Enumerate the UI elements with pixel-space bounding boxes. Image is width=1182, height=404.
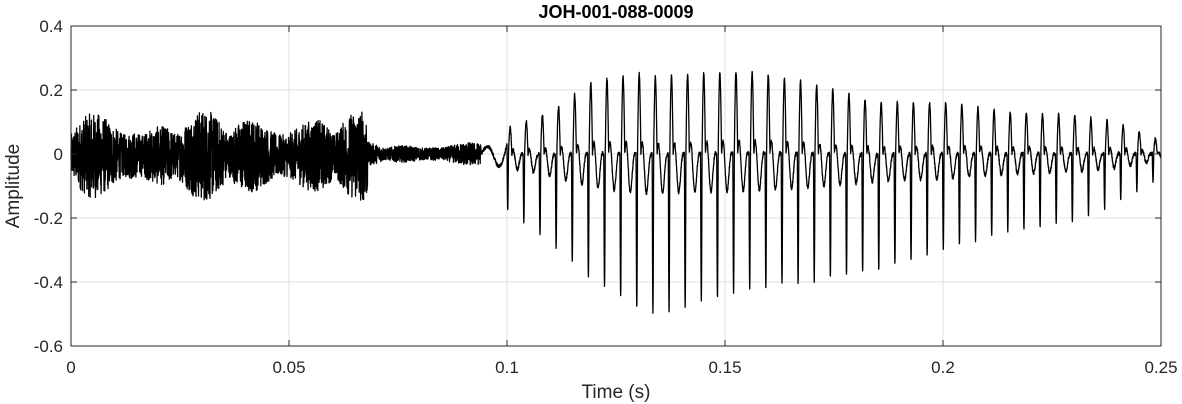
- y-tick-label: -0.6: [34, 337, 63, 356]
- axis-ticks: [70, 25, 1162, 347]
- y-tick-label: -0.4: [34, 273, 63, 292]
- x-tick-label: 0.15: [708, 358, 741, 377]
- y-axis-label: Amplitude: [3, 144, 24, 229]
- plot-area: [71, 26, 1161, 346]
- x-tick-labels: 0 0.05 0.1 0.15 0.2 0.25: [66, 358, 1177, 377]
- y-tick-label: 0: [54, 145, 63, 164]
- x-tick-label: 0.25: [1144, 358, 1177, 377]
- y-tick-label: 0.4: [39, 17, 63, 36]
- x-tick-label: 0.1: [495, 358, 519, 377]
- plot-frame: [70, 25, 1162, 347]
- waveform-series: [70, 70, 1162, 314]
- chart-title: JOH-001-088-0009: [538, 2, 693, 22]
- x-tick-label: 0.2: [931, 358, 955, 377]
- y-tick-label: 0.2: [39, 81, 63, 100]
- y-tick-labels: -0.6 -0.4 -0.2 0 0.2 0.4: [34, 17, 63, 356]
- x-axis-label: Time (s): [582, 382, 651, 403]
- y-tick-label: -0.2: [34, 209, 63, 228]
- x-tick-label: 0: [66, 358, 75, 377]
- x-tick-label: 0.05: [272, 358, 305, 377]
- waveform-line: [70, 70, 1162, 314]
